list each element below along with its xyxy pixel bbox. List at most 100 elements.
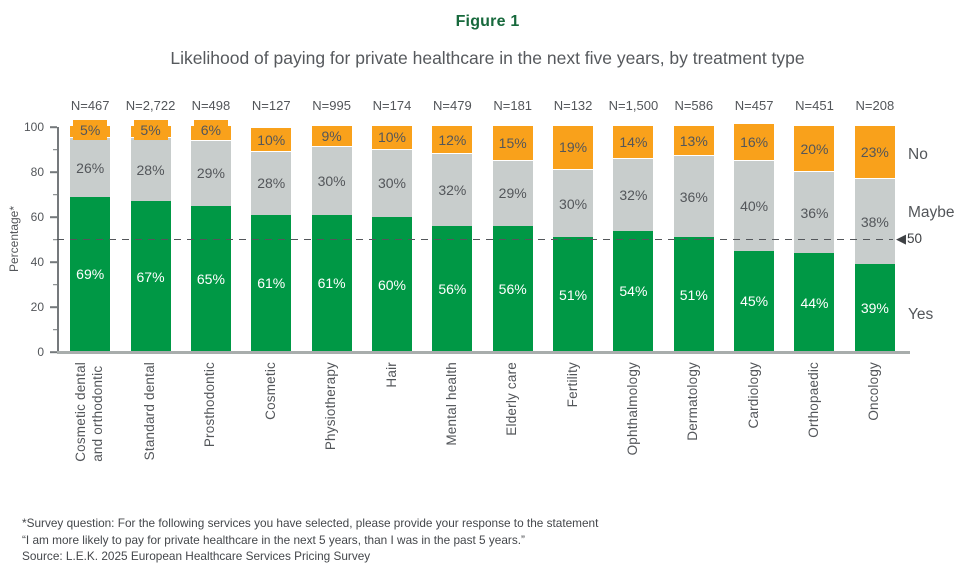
stacked-bar: 51% 30% 19% bbox=[553, 126, 594, 352]
segment-maybe: 28% bbox=[251, 150, 292, 215]
footnote-source: Source: L.E.K. 2025 European Healthcare … bbox=[22, 549, 371, 563]
sample-size-label: N=467 bbox=[70, 98, 110, 113]
reference-line-label: 50 bbox=[907, 231, 923, 246]
stacked-bar: 61% 28% 10% bbox=[251, 127, 292, 352]
category-label: Orthopaedic bbox=[784, 362, 844, 438]
sample-size-label: N=1,500 bbox=[608, 98, 659, 113]
value-label-no-popout: 6% bbox=[193, 120, 228, 140]
category-label: Cosmetic dental and orthodontic bbox=[60, 362, 120, 462]
category-label-text: Physiotherapy bbox=[323, 362, 339, 451]
value-label-no: 23% bbox=[860, 143, 889, 160]
category-label: Cardiology bbox=[724, 362, 784, 429]
segment-maybe: 28% bbox=[130, 137, 171, 202]
value-label-maybe: 32% bbox=[438, 182, 467, 198]
sample-size-label: N=174 bbox=[372, 98, 412, 113]
value-label-no: 16% bbox=[740, 133, 769, 150]
value-label-yes: 56% bbox=[498, 281, 527, 297]
bar-column: 61% 30% 9% bbox=[301, 126, 361, 352]
y-minor-tick bbox=[53, 193, 57, 196]
segment-no: 19% bbox=[553, 126, 594, 170]
stacked-bar: 56% 32% 12% bbox=[432, 126, 473, 352]
value-label-maybe: 38% bbox=[860, 213, 889, 230]
y-tick-label: 20 bbox=[30, 300, 44, 314]
category-label: Standard dental bbox=[120, 362, 180, 460]
figure-label: Figure 1 bbox=[455, 13, 520, 30]
x-axis-line bbox=[57, 351, 910, 354]
segment-yes: 44% bbox=[794, 253, 835, 352]
segment-maybe: 38% bbox=[854, 177, 895, 265]
y-tick-label: 80 bbox=[30, 165, 44, 179]
stacked-bar: 67% 28% 5% bbox=[130, 120, 171, 352]
sample-size-label: N=127 bbox=[251, 98, 291, 113]
stacked-bar: 56% 29% 15% bbox=[492, 126, 533, 352]
category-label: Prosthodontic bbox=[181, 362, 241, 447]
category-label: Physiotherapy bbox=[301, 362, 361, 450]
sample-size-label: N=181 bbox=[493, 98, 533, 113]
bar-column: 45% 40% 16% bbox=[724, 123, 784, 352]
category-label-text: Dermatology bbox=[685, 362, 701, 441]
category-label: Mental health bbox=[422, 362, 482, 446]
y-minor-tick bbox=[53, 283, 57, 286]
segment-maybe: 36% bbox=[794, 171, 835, 253]
y-tick-label: 100 bbox=[23, 120, 44, 134]
category-label-text: Ophthalmology bbox=[624, 362, 640, 456]
segment-no: 10% bbox=[251, 128, 292, 152]
category-labels-row: Cosmetic dental and orthodontic Standard … bbox=[60, 362, 905, 512]
bar-column: 56% 32% 12% bbox=[422, 126, 482, 352]
segment-yes: 61% bbox=[251, 214, 292, 352]
legend-label-maybe: Maybe bbox=[908, 204, 955, 221]
value-label-yes: 39% bbox=[860, 300, 889, 317]
segment-yes: 61% bbox=[311, 214, 352, 352]
value-label-no: 13% bbox=[679, 132, 708, 149]
y-major-tick bbox=[50, 261, 57, 263]
sample-size-label: N=995 bbox=[312, 98, 351, 113]
segment-maybe: 36% bbox=[673, 155, 714, 238]
value-label-yes: 60% bbox=[377, 276, 406, 293]
value-label-yes: 54% bbox=[619, 283, 648, 300]
value-label-maybe: 28% bbox=[257, 175, 286, 192]
category-label: Oncology bbox=[845, 362, 905, 421]
stacked-bar: 39% 38% 23% bbox=[854, 126, 895, 352]
legend-label-yes: Yes bbox=[908, 306, 934, 323]
value-label-no: 10% bbox=[257, 131, 286, 148]
category-label-text: Cosmetic dental and orthodontic bbox=[73, 362, 106, 462]
y-minor-tick bbox=[53, 328, 57, 331]
segment-maybe: 30% bbox=[553, 168, 594, 238]
category-label: Fertility bbox=[543, 362, 603, 407]
value-label-yes: 65% bbox=[196, 270, 225, 287]
bar-column: 69% 26% 5% bbox=[60, 120, 120, 352]
segment-no: 14% bbox=[613, 126, 654, 159]
segment-no: 10% bbox=[371, 126, 412, 150]
stacked-bar: 61% 30% 9% bbox=[311, 126, 352, 352]
y-minor-tick bbox=[53, 148, 57, 151]
sample-size-label: N=2,722 bbox=[125, 98, 176, 113]
segment-yes: 54% bbox=[613, 230, 654, 352]
value-label-no: 19% bbox=[559, 139, 588, 156]
footnote-statement: “I am more likely to pay for private hea… bbox=[22, 532, 525, 547]
y-tick-label: 40 bbox=[30, 255, 44, 269]
value-label-maybe: 36% bbox=[800, 204, 829, 221]
value-label-maybe: 30% bbox=[317, 173, 346, 189]
stacked-bar: 45% 40% 16% bbox=[734, 123, 775, 352]
category-label-text: Oncology bbox=[866, 362, 882, 421]
bar-column: 54% 32% 14% bbox=[603, 126, 663, 352]
stacked-bar: 51% 36% 13% bbox=[673, 126, 714, 352]
category-label: Ophthalmology bbox=[603, 362, 663, 455]
value-label-yes: 51% bbox=[559, 286, 588, 303]
value-label-no-popout: 5% bbox=[133, 120, 168, 140]
category-label-text: Mental health bbox=[443, 362, 459, 446]
bar-column: 44% 36% 20% bbox=[784, 126, 844, 352]
bar-column: 65% 29% 6% bbox=[181, 120, 241, 352]
page-title: Likelihood of paying for private healthc… bbox=[170, 48, 805, 68]
segment-no: 16% bbox=[734, 123, 775, 161]
y-tick-label: 60 bbox=[30, 210, 44, 224]
bar-column: 56% 29% 15% bbox=[483, 126, 543, 352]
segment-maybe: 40% bbox=[734, 159, 775, 251]
category-label-text: Fertility bbox=[564, 362, 580, 408]
category-label: Cosmetic bbox=[241, 362, 301, 420]
bar-column: 51% 36% 13% bbox=[664, 126, 724, 352]
stacked-bar: 44% 36% 20% bbox=[794, 126, 835, 352]
value-label-yes: 69% bbox=[76, 266, 105, 283]
value-label-no: 12% bbox=[438, 131, 467, 148]
